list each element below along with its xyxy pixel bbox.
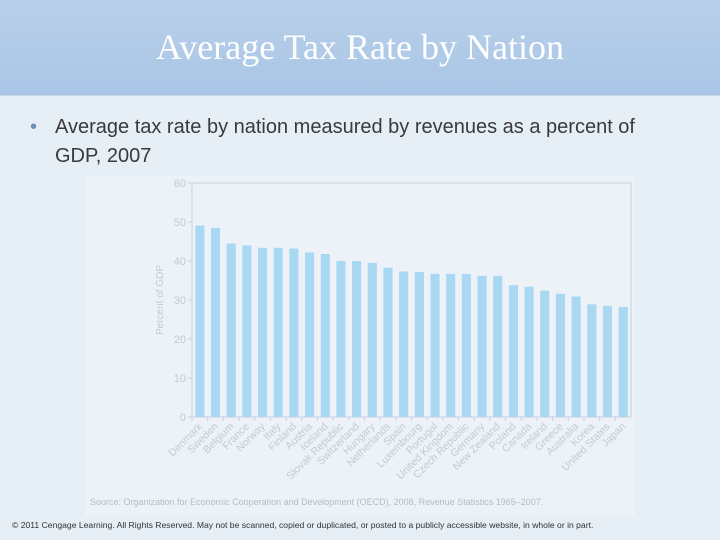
bar-luxembourg <box>414 271 424 417</box>
slide-title: Average Tax Rate by Nation <box>155 27 564 67</box>
bar-france <box>242 245 252 417</box>
bar-new-zealand <box>493 275 503 417</box>
bullet-icon: • <box>30 116 38 138</box>
bar-poland <box>508 285 518 417</box>
bar-united-states <box>602 305 613 417</box>
bullet-point: • Average tax rate by nation measured by… <box>30 113 670 171</box>
bar-denmark <box>195 225 205 417</box>
title-bar: Average Tax Rate by Nation <box>0 0 720 96</box>
y-axis-label: Percent of GDP <box>155 265 166 335</box>
bar-japan <box>618 307 628 417</box>
y-tick-label: 0 <box>180 412 186 424</box>
bar-hungary <box>367 262 377 417</box>
bar-slovak-republic <box>336 261 346 417</box>
y-tick-label: 60 <box>174 178 186 190</box>
y-tick-label: 40 <box>174 256 186 268</box>
bar-canada <box>524 286 534 417</box>
bar-finland <box>289 248 299 417</box>
bar-united-kingdom <box>446 273 456 417</box>
bar-sweden <box>210 227 221 417</box>
bar-netherlands <box>383 267 393 417</box>
copyright-footer: © 2011 Cengage Learning. All Rights Rese… <box>12 520 594 530</box>
y-tick-label: 10 <box>174 373 186 385</box>
y-tick-label: 30 <box>174 295 186 307</box>
bar-ireland <box>540 290 550 417</box>
bar-belgium <box>226 243 236 417</box>
bar-switzerland <box>352 261 362 417</box>
y-tick-label: 20 <box>174 334 186 346</box>
plot-frame <box>191 182 632 418</box>
bar-korea <box>587 304 597 417</box>
bar-iceland <box>320 253 330 417</box>
chart-source: Source: Organization for Economic Cooper… <box>90 497 544 507</box>
bar-greece <box>555 293 565 417</box>
bar-portugal <box>430 273 440 417</box>
bullet-text: Average tax rate by nation measured by r… <box>55 116 635 167</box>
bar-spain <box>399 271 409 417</box>
y-tick-label: 50 <box>174 217 186 229</box>
bar-norway <box>258 247 268 417</box>
bar-germany <box>477 275 487 417</box>
bar-australia <box>571 296 581 417</box>
bar-czech-republic <box>461 273 471 417</box>
bar-austria <box>305 252 315 417</box>
bar-italy <box>273 247 283 417</box>
